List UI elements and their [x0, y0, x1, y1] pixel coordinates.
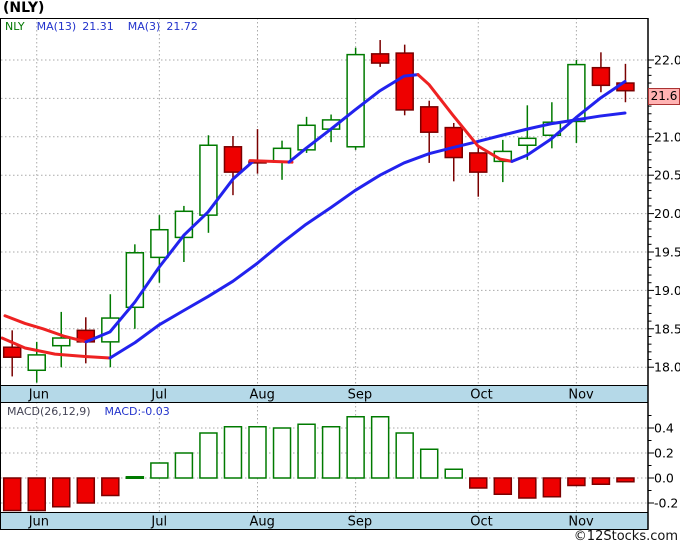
month-label: Jul — [150, 388, 167, 403]
price-tick-label: 19.5 — [654, 245, 680, 260]
ma3-line-red — [248, 159, 294, 164]
macd-bar — [2, 477, 22, 512]
month-label: Aug — [250, 515, 275, 530]
watermark: ©12Stocks.com — [573, 529, 678, 544]
macd-bar — [346, 416, 365, 479]
month-label: Oct — [470, 515, 492, 530]
macd-bar — [518, 477, 537, 499]
current-price-badge: 21.6 — [648, 88, 680, 105]
price-tick-label: 22.0 — [654, 53, 680, 68]
month-label: Sep — [348, 515, 373, 530]
macd-bar — [444, 468, 463, 479]
candle-body — [469, 152, 488, 173]
month-label: Nov — [568, 388, 594, 403]
ma3-line-red — [3, 314, 88, 344]
main-chart-frame — [0, 18, 649, 386]
month-label: Sep — [348, 388, 373, 403]
macd-bar — [76, 477, 96, 504]
macd-bar — [248, 426, 267, 479]
macd-tick-label: 0.2 — [654, 446, 674, 461]
macd-bar — [150, 462, 169, 479]
candle-body — [52, 337, 71, 347]
macd-params-label: MACD(26,12,9) — [7, 405, 91, 418]
candle-body — [567, 63, 586, 123]
macd-bar — [223, 426, 243, 479]
ma13-line-blue — [108, 111, 627, 360]
macd-bar — [542, 477, 562, 498]
month-label: Jul — [150, 515, 167, 530]
macd-tick-label: -0.2 — [654, 496, 678, 511]
candle-body — [199, 144, 218, 216]
macd-bar — [370, 416, 390, 479]
legend-ma3-value: 21.72 — [166, 20, 198, 33]
macd-bar — [199, 432, 218, 479]
ma3-line-red — [416, 73, 514, 163]
macd-value-label: MACD:-0.03 — [104, 405, 170, 418]
candle-body — [395, 52, 414, 111]
macd-bar — [567, 477, 586, 487]
macd-bar — [272, 427, 292, 479]
page-title: (NLY) — [3, 0, 45, 16]
price-tick-label: 18.0 — [654, 360, 680, 375]
month-label: Nov — [568, 515, 594, 530]
macd-bar — [174, 452, 194, 479]
candle-body — [346, 53, 365, 148]
legend-ma13-value: 21.31 — [82, 20, 114, 33]
macd-tick-label: 0.0 — [654, 471, 674, 486]
month-label: Jun — [28, 388, 49, 403]
ma3-line-blue — [84, 159, 255, 344]
candle-body — [150, 228, 169, 259]
legend-ma13-label: MA(13) — [36, 20, 77, 33]
month-label: Oct — [470, 388, 492, 403]
macd-header: MACD(26,12,9) MACD:-0.03 — [7, 405, 170, 418]
ma3-line-blue — [510, 80, 627, 163]
macd-bar — [321, 426, 341, 479]
macd-bar — [101, 477, 120, 497]
price-tick-label: 20.0 — [654, 206, 680, 221]
candle-body — [125, 252, 145, 309]
chart-legend: NLY MA(13) 21.31 MA(3) 21.72 — [5, 20, 212, 33]
macd-bar — [419, 448, 439, 479]
macd-bar — [395, 432, 414, 479]
candle-body — [518, 137, 537, 146]
macd-bar — [591, 477, 611, 485]
macd-bar — [297, 423, 316, 479]
price-tick-label: 20.5 — [654, 168, 680, 183]
macd-bar — [27, 477, 46, 512]
candle-body — [591, 66, 611, 87]
price-tick-label: 18.5 — [654, 321, 680, 336]
month-label: Jun — [28, 515, 49, 530]
month-label: Aug — [250, 388, 275, 403]
ma13-line-red — [0, 336, 112, 360]
macd-bar — [616, 477, 635, 483]
ma3-line-blue — [287, 73, 420, 164]
month-axis-strip — [0, 512, 649, 530]
macd-bar — [493, 477, 513, 495]
price-tick-label: 19.0 — [654, 283, 680, 298]
macd-tick-label: 0.4 — [654, 421, 674, 436]
candle-body — [419, 106, 439, 133]
candle-body — [370, 53, 390, 64]
candle-body — [2, 346, 22, 358]
candle-body — [223, 146, 243, 173]
macd-bar — [469, 477, 488, 489]
legend-symbol: NLY — [5, 20, 25, 33]
macd-bar — [125, 476, 145, 479]
legend-ma3-label: MA(3) — [127, 20, 161, 33]
candle-body — [444, 126, 463, 159]
price-tick-label: 21.0 — [654, 129, 680, 144]
candle-body — [27, 354, 46, 372]
month-axis-strip — [0, 385, 649, 403]
macd-bar — [52, 477, 71, 508]
